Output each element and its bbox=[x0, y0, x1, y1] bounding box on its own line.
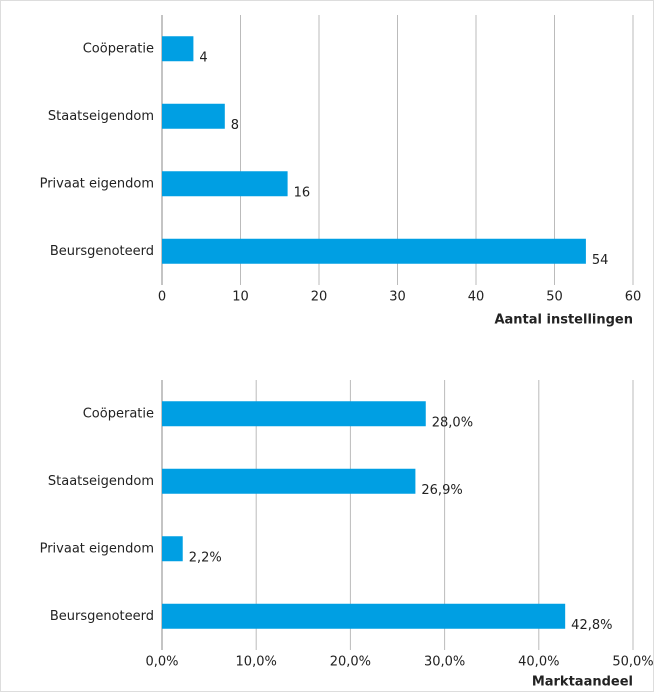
x-tick-label: 0,0% bbox=[145, 655, 178, 670]
x-tick-label: 0 bbox=[158, 290, 166, 305]
bar bbox=[162, 171, 288, 197]
data-label: 42,8% bbox=[571, 618, 612, 633]
data-label: 26,9% bbox=[421, 483, 462, 498]
x-tick-label: 10 bbox=[232, 290, 249, 305]
bar bbox=[162, 401, 426, 427]
bar bbox=[162, 103, 225, 129]
y-tick-label: Privaat eigendom bbox=[40, 541, 154, 556]
x-tick-label: 10,0% bbox=[236, 655, 277, 670]
data-label: 2,2% bbox=[189, 550, 222, 565]
data-label: 8 bbox=[231, 118, 239, 133]
y-tick-label: Privaat eigendom bbox=[40, 176, 154, 191]
data-label: 4 bbox=[199, 50, 207, 65]
y-tick-label: Beursgenoteerd bbox=[50, 244, 154, 259]
bar bbox=[162, 536, 183, 562]
y-tick-label: Beursgenoteerd bbox=[50, 609, 154, 624]
bar bbox=[162, 36, 194, 62]
data-label: 16 bbox=[294, 185, 311, 200]
x-tick-label: 50 bbox=[546, 290, 563, 305]
axis-title: Aantal instellingen bbox=[494, 313, 633, 328]
x-tick-label: 20 bbox=[311, 290, 328, 305]
x-tick-label: 50,0% bbox=[612, 655, 653, 670]
y-tick-label: Coöperatie bbox=[83, 406, 154, 421]
data-label: 28,0% bbox=[432, 415, 473, 430]
data-label: 54 bbox=[592, 253, 609, 268]
x-tick-label: 30,0% bbox=[424, 655, 465, 670]
x-tick-label: 60 bbox=[625, 290, 642, 305]
x-tick-label: 20,0% bbox=[330, 655, 371, 670]
bar bbox=[162, 238, 586, 264]
y-tick-label: Staatseigendom bbox=[48, 474, 154, 489]
bar bbox=[162, 468, 416, 494]
y-tick-label: Staatseigendom bbox=[48, 109, 154, 124]
bar bbox=[162, 603, 566, 629]
x-tick-label: 40,0% bbox=[518, 655, 559, 670]
axis-title: Marktaandeel bbox=[532, 675, 633, 690]
y-tick-label: Coöperatie bbox=[83, 41, 154, 56]
x-tick-label: 30 bbox=[389, 290, 406, 305]
x-tick-label: 40 bbox=[468, 290, 485, 305]
